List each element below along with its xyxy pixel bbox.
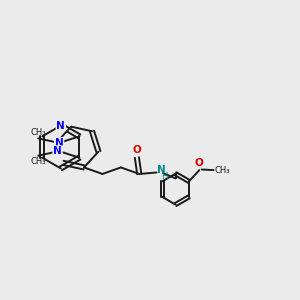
Text: O: O <box>195 158 204 168</box>
Text: N: N <box>56 121 65 130</box>
Text: N: N <box>53 146 62 156</box>
Text: H: H <box>161 172 168 181</box>
Text: CH₃: CH₃ <box>215 166 230 175</box>
Text: O: O <box>133 145 141 154</box>
Text: CH₃: CH₃ <box>30 128 46 137</box>
Text: CH₃: CH₃ <box>30 157 46 166</box>
Text: N: N <box>55 138 63 148</box>
Text: N: N <box>157 165 166 175</box>
